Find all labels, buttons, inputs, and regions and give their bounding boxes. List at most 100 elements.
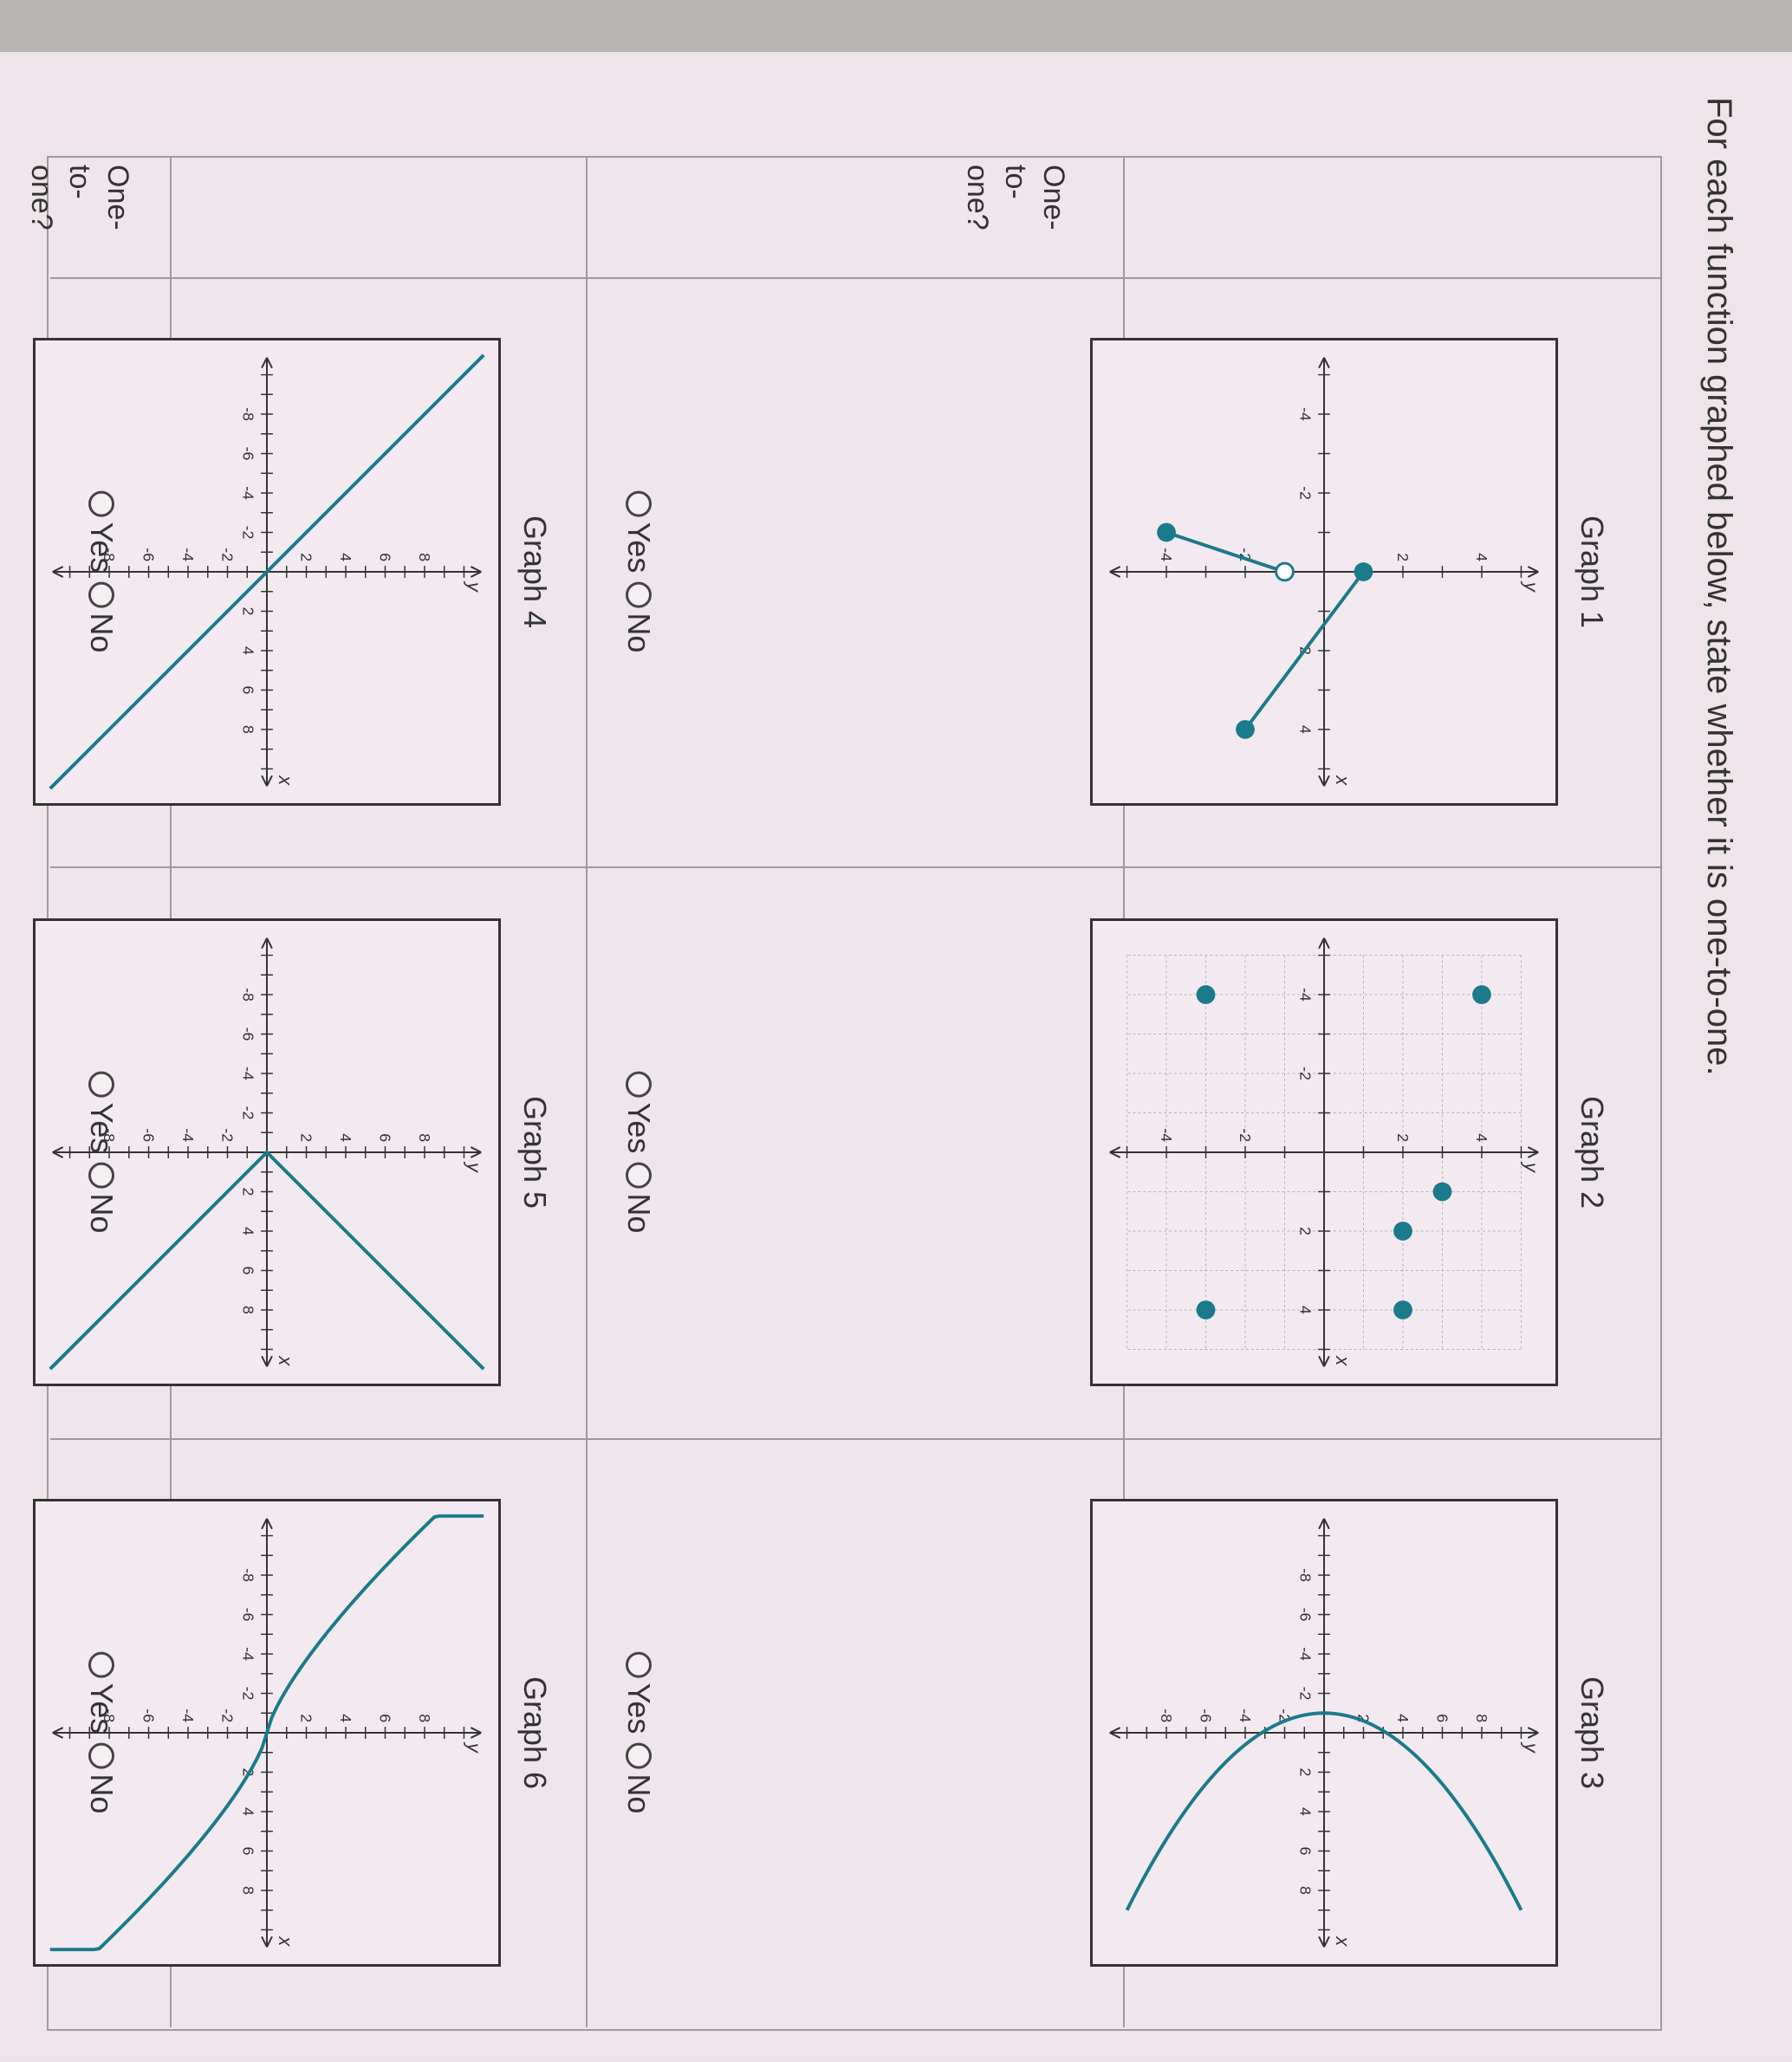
graph-1-yes-option[interactable]: Yes <box>620 490 657 574</box>
y-axis-arrows <box>1109 1146 1539 1158</box>
x-tick-label: 6 <box>239 1847 256 1856</box>
row-label-line: to- <box>62 165 96 199</box>
x-tick-label: 8 <box>1296 1886 1314 1895</box>
radio-circle-icon[interactable] <box>626 581 652 608</box>
x-tick-label: 2 <box>239 1188 256 1196</box>
x-tick-label: -4 <box>1296 407 1314 421</box>
radio-circle-icon[interactable] <box>88 1071 114 1098</box>
x-axis-label: x <box>275 1936 296 1947</box>
y-tick-label: 4 <box>1394 1714 1412 1722</box>
radio-circle-icon[interactable] <box>626 1071 652 1098</box>
x-tick-label: -4 <box>1296 988 1314 1002</box>
y-axis-label: y <box>1520 580 1542 593</box>
graph-3-no-option[interactable]: No <box>620 1742 657 1813</box>
graph-3-yes-option[interactable]: Yes <box>620 1651 657 1734</box>
y-tick-label: 4 <box>1473 1133 1490 1142</box>
y-tick-label: -4 <box>179 548 197 561</box>
closed-point <box>1157 522 1176 542</box>
radio-circle-icon[interactable] <box>626 490 652 517</box>
radio-circle-icon[interactable] <box>626 1742 652 1769</box>
y-tick-label: 6 <box>377 553 394 561</box>
graph-6-plot: -8 -8 -6 -6 -4 -4 -2 -2 2 2 4 4 6 6 8 8 x y <box>33 1499 501 1967</box>
divider-col-1 <box>50 866 1662 868</box>
graph-6-no-option[interactable]: No <box>83 1742 120 1813</box>
y-tick-label: -8 <box>101 1128 118 1142</box>
x-tick-label: -4 <box>239 1067 256 1080</box>
x-tick-label: -2 <box>1296 486 1314 500</box>
y-tick-label: -6 <box>140 1709 158 1722</box>
radio-circle-icon[interactable] <box>88 490 114 517</box>
x-axis-arrows <box>261 937 273 1367</box>
y-tick-label: 2 <box>298 1133 315 1142</box>
graph-5-no-option[interactable]: No <box>83 1162 120 1233</box>
y-tick-label: -8 <box>1158 1709 1175 1722</box>
graph-3-plot: -8 -8 -6 -6 -4 -4 -2 -2 2 2 4 4 6 6 8 8 x y <box>1090 1499 1558 1967</box>
graph-2-yes-option[interactable]: Yes <box>620 1071 657 1153</box>
x-tick-label: -4 <box>1296 1647 1314 1661</box>
radio-circle-icon[interactable] <box>626 1162 652 1189</box>
divider-col-2 <box>50 1438 1662 1440</box>
data-point <box>1432 1182 1452 1202</box>
cubic-curve <box>49 1514 484 1952</box>
row-label-one-to-one-top: One- to- one? <box>958 165 1073 269</box>
graph-5-yes-option[interactable]: Yes <box>83 1071 120 1154</box>
y-axis-label: y <box>463 1741 484 1754</box>
radio-circle-icon[interactable] <box>88 1742 114 1769</box>
x-tick-label: -6 <box>239 1028 256 1041</box>
segment-right <box>1243 570 1366 731</box>
graph-4-title: Graph 4 <box>517 515 553 629</box>
y-tick-label: 8 <box>1473 1714 1490 1722</box>
top-edge-bar <box>0 0 1792 52</box>
x-tick-label: -8 <box>239 988 256 1002</box>
closed-point <box>1354 562 1373 581</box>
graph-6-yes-option[interactable]: Yes <box>83 1651 120 1734</box>
row-label-line: to- <box>998 165 1032 199</box>
graph-2-no-option[interactable]: No <box>620 1162 657 1233</box>
data-point <box>1472 985 1491 1004</box>
x-axis-label: x <box>1332 1936 1354 1947</box>
y-tick-label: -4 <box>1158 1128 1175 1142</box>
radio-circle-icon[interactable] <box>88 1651 114 1678</box>
y-tick-label: -6 <box>1198 1709 1215 1722</box>
graph-4-no-option[interactable]: No <box>83 581 120 652</box>
x-tick-label: -6 <box>239 447 256 461</box>
no-label: No <box>621 1193 657 1234</box>
graph-1-no-option[interactable]: No <box>620 581 657 652</box>
y-tick-label: 8 <box>416 1714 433 1722</box>
graph-4-yes-option[interactable]: Yes <box>83 490 120 573</box>
graph-4-plot: -8 -8 -6 -6 -4 -4 -2 -2 2 2 4 4 6 6 8 8 x y <box>33 338 501 806</box>
radio-circle-icon[interactable] <box>88 1162 114 1189</box>
radio-circle-icon[interactable] <box>88 581 114 608</box>
graph-5-answer: Yes No <box>83 1071 120 1233</box>
y-tick-label: 4 <box>1473 553 1490 561</box>
y-axis-label: y <box>463 1161 484 1173</box>
x-tick-label: 4 <box>239 1807 256 1816</box>
y-tick-label: 4 <box>337 1133 354 1142</box>
x-tick-label: 4 <box>239 646 256 655</box>
y-tick-label: -2 <box>219 1709 237 1722</box>
x-axis-label: x <box>1332 1355 1354 1366</box>
graph-6-title: Graph 6 <box>517 1676 553 1790</box>
divider-row-split <box>586 156 588 2027</box>
y-axis-label: y <box>463 580 484 593</box>
x-tick-label: -2 <box>1296 1687 1314 1701</box>
x-axis-label: x <box>1332 775 1354 786</box>
x-tick-label: 8 <box>239 725 256 734</box>
graph-6-answer: Yes No <box>83 1651 120 1813</box>
no-label: No <box>621 1773 657 1814</box>
yes-label: Yes <box>621 522 657 574</box>
y-tick-label: 4 <box>337 553 354 561</box>
x-axis-arrows <box>261 1518 273 1948</box>
y-tick-label: -4 <box>179 1128 197 1142</box>
row-label-line: one? <box>24 165 58 230</box>
y-tick-label: 6 <box>1434 1714 1451 1722</box>
x-tick-label: 4 <box>1296 1306 1314 1314</box>
divider-label-col <box>50 277 1662 279</box>
radio-circle-icon[interactable] <box>626 1651 652 1678</box>
x-axis-arrows <box>1318 1518 1330 1948</box>
row-label-line: one? <box>960 165 994 230</box>
data-point <box>1196 985 1216 1004</box>
yes-label: Yes <box>84 1102 120 1154</box>
